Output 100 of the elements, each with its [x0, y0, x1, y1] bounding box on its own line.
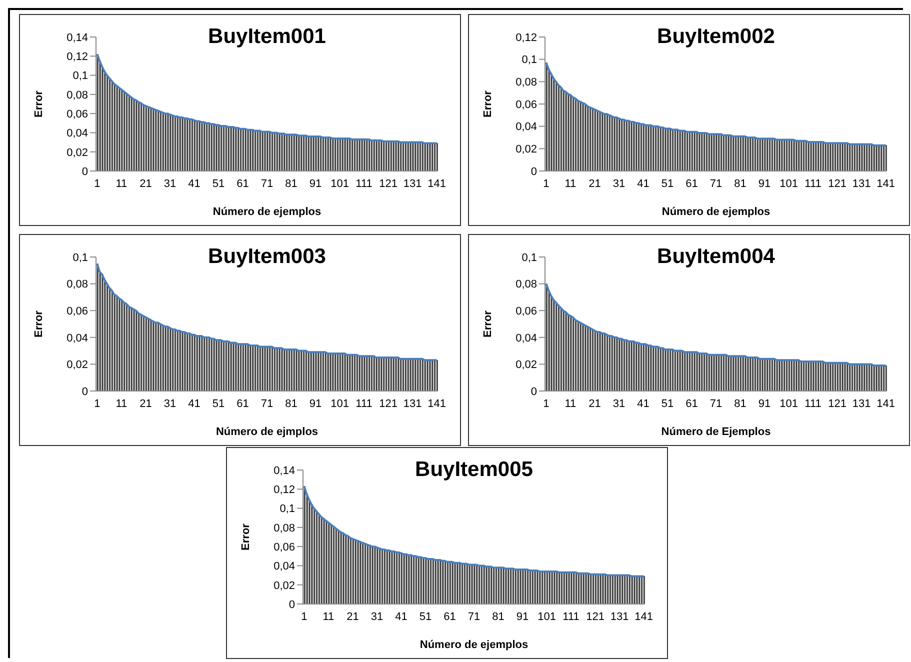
y-axis-title: Error — [32, 90, 45, 118]
y-tick-label: 0 — [288, 598, 295, 611]
y-tick-label: 0,08 — [66, 89, 88, 102]
x-tick-label: 21 — [346, 610, 359, 623]
x-tick-label: 121 — [828, 398, 846, 410]
x-tick-label: 81 — [734, 398, 746, 410]
x-tick-label: 61 — [444, 610, 456, 623]
x-tick-label: 11 — [564, 178, 576, 190]
x-tick-label: 91 — [516, 610, 529, 623]
x-axis-title: Número de Ejemplos — [661, 426, 771, 438]
x-tick-label: 41 — [188, 178, 200, 190]
y-tick-label: 0,14 — [66, 32, 88, 44]
x-tick-label: 11 — [322, 610, 334, 623]
x-tick-label: 1 — [94, 178, 100, 190]
x-tick-label: 1 — [543, 398, 550, 410]
x-tick-label: 31 — [164, 178, 176, 190]
x-tick-label: 131 — [852, 178, 871, 190]
x-tick-label: 1 — [94, 398, 100, 410]
x-tick-label: 41 — [637, 398, 650, 410]
x-tick-label: 51 — [661, 178, 674, 190]
y-tick-label: 0,1 — [72, 252, 88, 264]
y-tick-label: 0,04 — [274, 560, 295, 573]
x-tick-label: 21 — [140, 398, 152, 410]
y-tick-label: 0,14 — [274, 464, 295, 477]
x-tick-label: 31 — [164, 398, 176, 410]
line-series — [545, 282, 887, 367]
x-tick-label: 71 — [260, 178, 274, 190]
y-tick-label: 0,06 — [274, 541, 295, 554]
y-tick-label: 0,02 — [66, 146, 88, 159]
x-tick-label: 141 — [634, 610, 653, 623]
x-tick-label: 101 — [780, 178, 798, 190]
x-tick-label: 111 — [804, 178, 822, 190]
x-tick-label: 111 — [356, 178, 372, 190]
x-tick-label: 21 — [588, 178, 601, 190]
x-axis-title: Número de ejemplos — [662, 206, 770, 218]
x-tick-label: 131 — [610, 610, 629, 623]
x-tick-label: 51 — [661, 398, 674, 410]
x-tick-label: 131 — [403, 398, 422, 410]
x-tick-label: 31 — [612, 178, 626, 190]
x-axis-title: Número de ejemplos — [212, 206, 322, 218]
chart-title: BuyItem005 — [414, 458, 534, 482]
x-tick-label: 111 — [804, 398, 822, 410]
x-tick-label: 121 — [379, 398, 398, 410]
x-tick-label: 131 — [403, 178, 422, 190]
x-tick-label: 141 — [428, 178, 446, 190]
x-tick-label: 1 — [543, 178, 550, 190]
y-tick-label: 0,02 — [66, 359, 88, 372]
y-tick-label: 0,08 — [274, 522, 295, 534]
chart-title: BuyItem001 — [207, 25, 327, 49]
x-tick-label: 61 — [236, 178, 249, 190]
y-tick-label: 0,02 — [274, 580, 295, 592]
x-tick-label: 141 — [876, 178, 895, 190]
y-tick-label: 0,06 — [516, 98, 537, 111]
y-axis-title: Error — [482, 90, 494, 118]
x-tick-label: 61 — [236, 398, 249, 410]
x-tick-label: 71 — [468, 610, 480, 623]
x-tick-label: 41 — [188, 398, 200, 410]
y-tick-label: 0,06 — [66, 306, 88, 318]
x-tick-label: 81 — [285, 398, 298, 410]
x-tick-label: 51 — [419, 610, 432, 623]
y-tick-label: 0,06 — [66, 108, 88, 120]
y-tick-label: 0,04 — [66, 332, 88, 344]
y-tick-label: 0,12 — [66, 51, 88, 64]
x-tick-label: 21 — [588, 398, 601, 410]
x-tick-label: 91 — [309, 178, 322, 190]
x-tick-label: 101 — [538, 610, 556, 623]
x-axis-title: Número de ejmplos — [216, 426, 318, 438]
y-tick-label: 0,02 — [516, 144, 537, 156]
y-axis-title: Error — [240, 522, 252, 550]
x-tick-label: 71 — [710, 178, 722, 190]
chart-title: BuyItem003 — [207, 245, 327, 269]
y-axis-title: Error — [32, 310, 45, 338]
y-tick-label: 0,1 — [522, 252, 537, 264]
x-tick-label: 71 — [260, 398, 274, 410]
y-tick-label: 0 — [82, 166, 88, 178]
y-tick-label: 0 — [530, 166, 537, 178]
x-tick-label: 51 — [212, 398, 225, 410]
x-tick-label: 11 — [564, 398, 576, 410]
x-tick-label: 121 — [586, 610, 604, 623]
y-tick-label: 0 — [530, 386, 537, 398]
y-axis-title: Error — [482, 310, 494, 338]
x-tick-label: 41 — [395, 610, 408, 623]
x-tick-label: 1 — [301, 610, 308, 623]
x-tick-label: 121 — [379, 178, 398, 190]
chart-title: BuyItem002 — [656, 25, 776, 49]
y-tick-label: 0,02 — [516, 359, 537, 372]
x-tick-label: 101 — [780, 398, 798, 410]
x-tick-label: 11 — [116, 398, 128, 410]
x-axis-title: Número de ejemplos — [420, 639, 528, 651]
x-tick-label: 91 — [758, 178, 771, 190]
y-tick-label: 0,08 — [516, 76, 537, 89]
x-tick-label: 81 — [734, 178, 746, 190]
y-tick-label: 0,08 — [66, 278, 88, 291]
x-tick-label: 121 — [828, 178, 846, 190]
x-tick-label: 51 — [212, 178, 225, 190]
y-tick-label: 0,1 — [522, 54, 537, 66]
y-tick-label: 0,04 — [516, 121, 537, 134]
x-tick-label: 21 — [140, 178, 152, 190]
x-tick-label: 91 — [758, 398, 771, 410]
x-tick-label: 141 — [428, 398, 446, 410]
